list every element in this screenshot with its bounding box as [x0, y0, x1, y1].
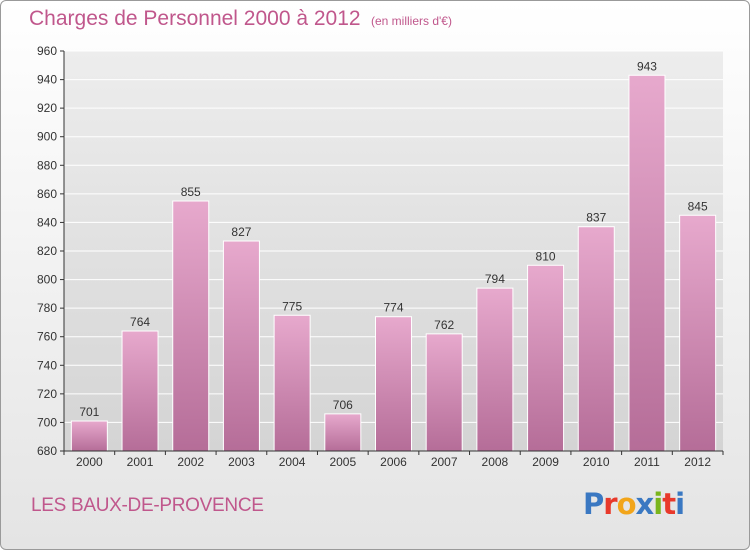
y-tick-label: 780 — [37, 301, 57, 315]
y-tick-label: 840 — [37, 215, 57, 229]
data-label: 810 — [536, 249, 556, 263]
y-tick-label: 960 — [37, 44, 57, 58]
y-tick-label: 940 — [37, 73, 57, 87]
data-label: 774 — [383, 301, 403, 315]
data-label: 827 — [231, 225, 251, 239]
logo-letter: i — [653, 487, 663, 521]
bar — [628, 74, 666, 452]
data-label: 794 — [485, 272, 505, 286]
y-tick-label: 880 — [37, 158, 57, 172]
data-label: 775 — [282, 299, 302, 313]
logo-letter: i — [675, 487, 685, 521]
bar — [679, 214, 717, 452]
logo-letter: r — [603, 487, 617, 521]
x-tick-label: 2002 — [177, 455, 204, 469]
y-tick-label: 900 — [37, 130, 57, 144]
bar — [425, 333, 463, 452]
bar — [222, 240, 260, 452]
bar — [527, 264, 565, 452]
y-tick-label: 800 — [37, 273, 57, 287]
data-label: 845 — [688, 199, 708, 213]
x-tick-label: 2009 — [532, 455, 559, 469]
x-tick-label: 2003 — [228, 455, 255, 469]
chart-subtitle: (en milliers d'€) — [371, 14, 452, 28]
logo-letter: t — [662, 487, 676, 521]
y-tick-label: 920 — [37, 101, 57, 115]
bar — [324, 413, 362, 452]
x-tick-label: 2008 — [482, 455, 509, 469]
bar — [375, 316, 412, 452]
chart-title: Charges de Personnel 2000 à 2012 — [29, 7, 361, 30]
data-label: 706 — [333, 398, 353, 412]
data-label: 762 — [434, 318, 454, 332]
y-tick-label: 820 — [37, 244, 57, 258]
y-tick-label: 740 — [37, 358, 57, 372]
y-tick-label: 760 — [37, 330, 57, 344]
x-tick-label: 2012 — [684, 455, 711, 469]
y-tick-label: 720 — [37, 387, 57, 401]
x-tick-label: 2007 — [431, 455, 458, 469]
x-tick-label: 2004 — [279, 455, 306, 469]
bar — [121, 330, 159, 452]
y-tick-label: 860 — [37, 187, 57, 201]
proxiti-logo[interactable]: Proxiti — [583, 487, 685, 521]
logo-letter: x — [635, 487, 655, 521]
logo-letter: P — [583, 487, 604, 521]
data-label: 943 — [637, 59, 657, 73]
commune-name: LES BAUX-DE-PROVENCE — [31, 495, 264, 516]
x-tick-label: 2001 — [127, 455, 154, 469]
data-label: 855 — [181, 185, 201, 199]
data-label: 837 — [586, 211, 606, 225]
bar — [273, 314, 311, 452]
x-tick-label: 2011 — [634, 455, 660, 469]
bar — [172, 200, 210, 452]
x-tick-label: 2000 — [76, 455, 103, 469]
data-label: 764 — [130, 315, 150, 329]
data-label: 701 — [79, 405, 99, 419]
logo-letter: o — [616, 487, 637, 521]
y-tick-label: 680 — [37, 444, 57, 458]
x-tick-label: 2005 — [329, 455, 356, 469]
bar — [70, 420, 108, 452]
x-tick-label: 2006 — [380, 455, 407, 469]
bar — [476, 287, 514, 452]
x-tick-label: 2010 — [583, 455, 610, 469]
bar — [577, 226, 615, 452]
y-tick-label: 700 — [37, 415, 57, 429]
